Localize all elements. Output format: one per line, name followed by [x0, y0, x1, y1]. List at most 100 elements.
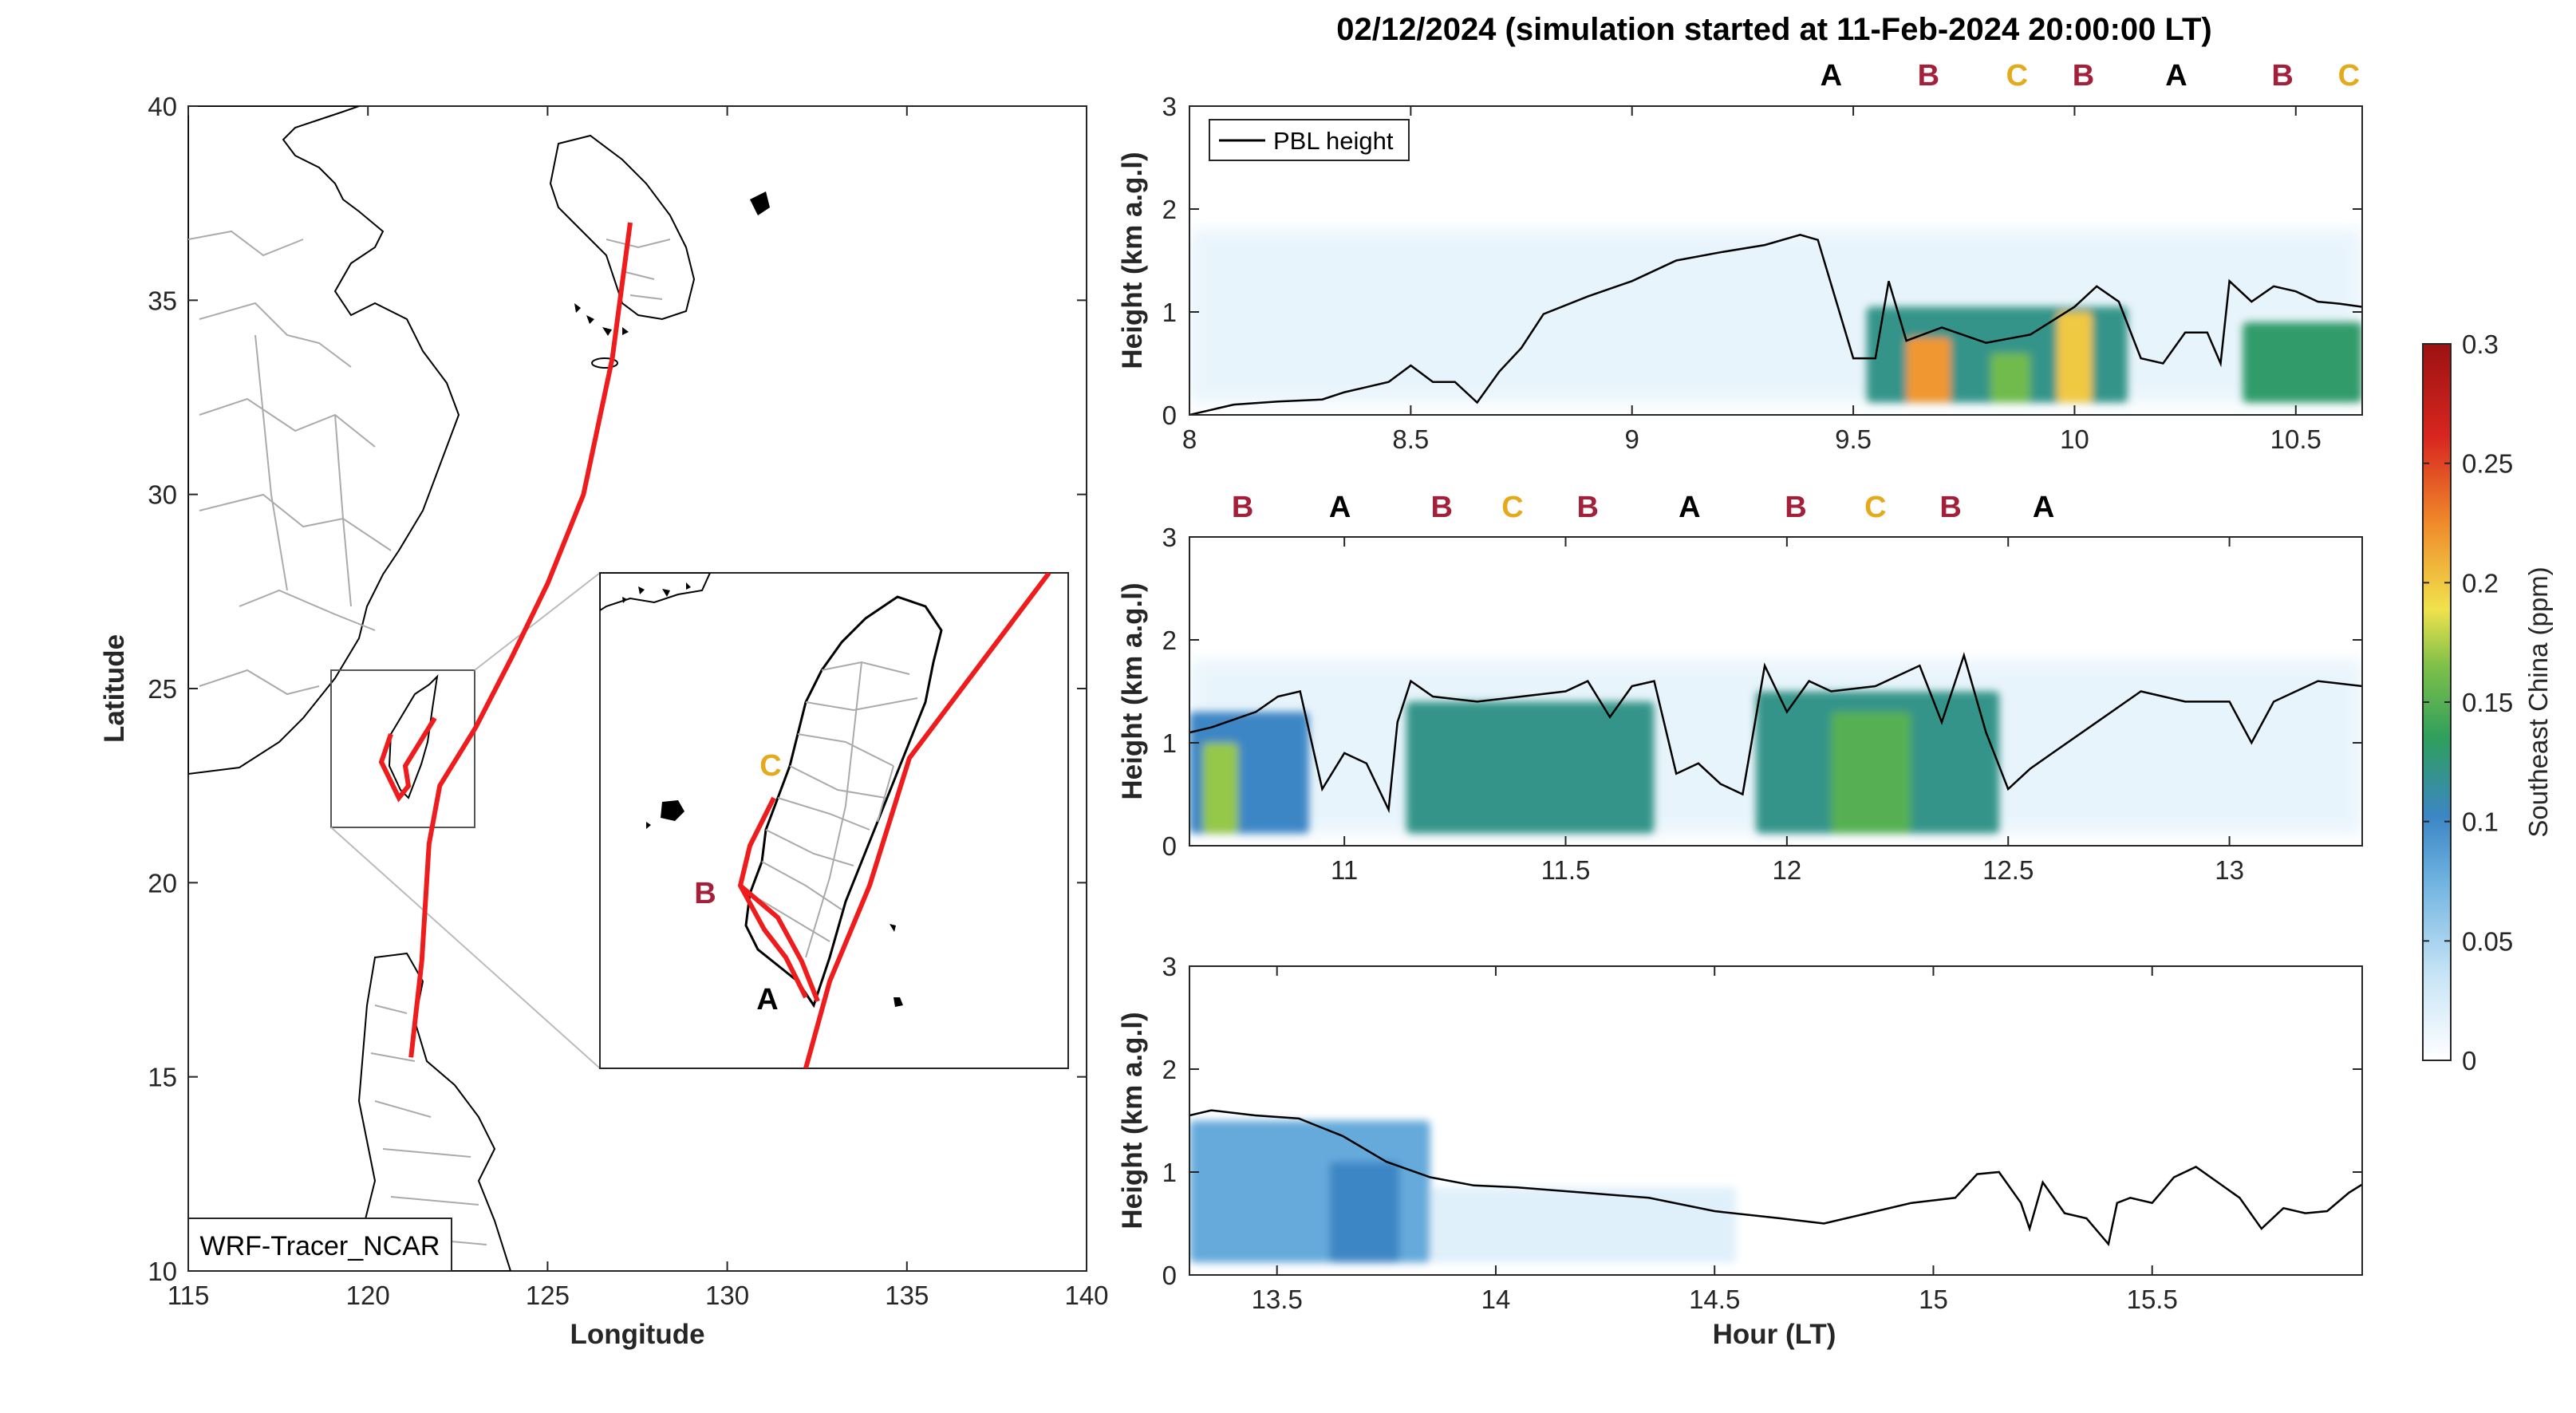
- panel-3-pbl-line: [1189, 1109, 2362, 1247]
- panel-1-tracer-field: [1189, 229, 2362, 403]
- panel-2-xtick-label: 12.5: [1982, 855, 2034, 885]
- panel-2-site-label: B: [1785, 491, 1806, 524]
- map-xtick-label: 125: [526, 1281, 570, 1310]
- panel-2-ytick-label: 0: [1162, 831, 1177, 861]
- luzon-borders: [370, 1004, 487, 1245]
- panel-1-site-label: A: [2165, 59, 2187, 93]
- panel-2-tracer-blobs: [1189, 691, 2000, 834]
- panel-1-tracer-blobs: [1866, 306, 2362, 403]
- trajectory-track: [408, 222, 633, 1058]
- panel-2-ylabel: Height (km a.g.l): [1117, 582, 1148, 799]
- inset-marker-a: A: [756, 983, 778, 1016]
- panel-2-xtick-label: 11: [1331, 855, 1358, 885]
- panel-2-site-label: B: [1577, 491, 1599, 524]
- panel-3-ytick-label: 0: [1162, 1261, 1177, 1290]
- panel-2-site-label: A: [2033, 491, 2054, 524]
- jeju-island: [591, 357, 618, 369]
- colorbar-tick-label: 0.1: [2462, 807, 2499, 837]
- panel-1: 8 8.5 9 9.5 10 10.5 0 1 2 3 Height (km a.g.l) A B C B A…: [1117, 59, 2363, 454]
- panel-1-xtick-label: 9.5: [1835, 424, 1872, 454]
- panel-3-ytick-label: 3: [1162, 952, 1177, 981]
- map-ytick-label: 25: [148, 674, 177, 704]
- inset-taiwan-coastline: [744, 595, 943, 1008]
- panel-1-site-label: B: [2073, 59, 2094, 93]
- panel-2-site-label: B: [1939, 491, 1961, 524]
- model-name-label: WRF-Tracer_NCAR: [200, 1231, 440, 1261]
- map-ytick-label: 30: [148, 480, 177, 510]
- panel-2-frame: [1189, 536, 2363, 847]
- taiwan-track-1: [378, 716, 437, 803]
- inset-islands: [622, 582, 691, 603]
- panel-2-site-label: C: [1501, 491, 1523, 524]
- panel-1-legend-label: PBL height: [1273, 127, 1394, 155]
- panel-1-tracer-cell: [1906, 337, 1951, 403]
- panel-1-xtick-label: 9: [1625, 424, 1639, 454]
- panel-1-ylabel: Height (km a.g.l): [1117, 152, 1148, 369]
- map-ytick-label: 40: [148, 92, 177, 121]
- panel-1-frame: [1189, 105, 2363, 416]
- panel-2-xtick-label: 12: [1773, 855, 1802, 885]
- panel-3-tracer-field: [1189, 1120, 1737, 1263]
- panel-3: 13.5 14 14.5 15 15.5 0 1 2 3 Height (km a.g.l): [1117, 952, 2363, 1314]
- china-coastline: [188, 106, 460, 776]
- panel-1-site-label: C: [2338, 59, 2360, 93]
- panel-3-ylabel: Height (km a.g.l): [1117, 1012, 1148, 1229]
- panel-2-tracer-cell: [1406, 701, 1655, 834]
- panel-3-xtick-label: 13.5: [1252, 1285, 1303, 1314]
- panel-1-ytick-label: 0: [1162, 401, 1177, 430]
- panel-1-ytick-label: 3: [1162, 92, 1177, 121]
- panel-1-pbl-line: [1189, 233, 2362, 415]
- japan-coastline: [750, 191, 770, 215]
- inset-marker-b: B: [694, 877, 716, 910]
- inset-county-borders: [749, 661, 918, 958]
- inset-track-c: [738, 796, 808, 999]
- figure-title: 02/12/2024 (simulation started at 11-Feb…: [1336, 12, 2212, 47]
- panel-1-site-label: B: [2271, 59, 2293, 93]
- panel-1-site-label: C: [2006, 59, 2028, 93]
- inset-penghu: [646, 800, 684, 829]
- colorbar-label: Southeast China (ppm): [2523, 566, 2553, 837]
- korea-coastline: [549, 134, 696, 321]
- panel-2-pbl-line: [1189, 652, 2362, 814]
- panel-2-site-label: B: [1430, 491, 1452, 524]
- panel-1-site-label: B: [1918, 59, 1939, 93]
- inset-locator-box: [330, 669, 475, 828]
- map-ytick-label: 20: [148, 868, 177, 898]
- panel-1-tracer-cell: [2057, 312, 2093, 403]
- inset-track-main: [803, 573, 1051, 1068]
- panel-2-tracer-cell: [1202, 743, 1239, 834]
- panel-3-frame: [1189, 965, 2363, 1276]
- map-ytick-label: 15: [148, 1063, 177, 1092]
- panel-3-ytick-label: 2: [1162, 1055, 1177, 1084]
- panel3-xlabel: Hour (LT): [1713, 1319, 1836, 1350]
- colorbar-tick-label: 0.2: [2462, 568, 2499, 598]
- colorbar-tick-label: 0.05: [2462, 926, 2513, 956]
- map-ytick-label: 10: [148, 1257, 177, 1286]
- panel-2-site-label: A: [1329, 491, 1351, 524]
- korea-borders: [606, 239, 671, 300]
- panel-2-xtick-label: 13: [2215, 855, 2244, 885]
- panel-3-tracer-cell: [1430, 1187, 1737, 1263]
- panel-3-xtick-label: 15: [1919, 1285, 1948, 1314]
- panel-2-ytick-label: 3: [1162, 523, 1177, 552]
- map-ytick-label: 35: [148, 286, 177, 315]
- panel-2-tracer-field: [1189, 660, 2362, 834]
- colorbar-tick-label: 0.15: [2462, 688, 2513, 717]
- panel-1-tracer-cell: [2243, 322, 2362, 403]
- colorbar-tick-label: 0: [2462, 1046, 2476, 1076]
- panel-1-site-label: A: [1821, 59, 1842, 93]
- panel-2-site-label: C: [1864, 491, 1886, 524]
- panel-1-xtick-label: 8.5: [1392, 424, 1429, 454]
- taiwan-inset: C B A: [599, 572, 1069, 1069]
- map-ylabel: Latitude: [99, 634, 130, 743]
- inset-connector-bottom: [330, 827, 601, 1069]
- colorbar-tick-label: 0.25: [2462, 449, 2513, 479]
- inset-marker-c: C: [759, 749, 781, 783]
- panel-1-ytick-label: 1: [1162, 298, 1177, 327]
- colorbar-tick-label: 0.3: [2462, 330, 2499, 359]
- inset-china-coast: [600, 573, 712, 612]
- colorbar: 0 0.05 0.1 0.15 0.2 0.25 0.3 Southeast China (…: [2422, 330, 2553, 1076]
- panel-2-site-label: B: [1232, 491, 1253, 524]
